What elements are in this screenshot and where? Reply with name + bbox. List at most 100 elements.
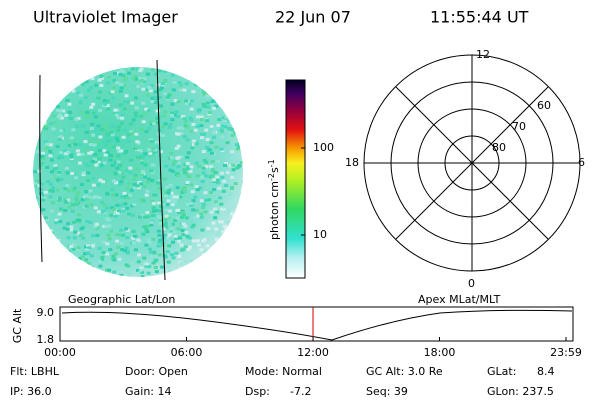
- image-pixel: [177, 255, 182, 258]
- image-pixel: [175, 208, 180, 212]
- image-pixel: [188, 245, 192, 249]
- image-pixel: [92, 157, 97, 161]
- image-pixel: [230, 133, 235, 137]
- image-pixel: [193, 128, 198, 132]
- image-pixel: [182, 237, 187, 241]
- image-pixel: [140, 270, 145, 274]
- image-pixel: [157, 240, 162, 244]
- image-pixel: [131, 118, 136, 122]
- image-pixel: [142, 256, 147, 260]
- image-pixel: [64, 113, 69, 117]
- image-pixel: [156, 83, 161, 87]
- image-pixel: [181, 210, 186, 214]
- image-pixel: [146, 72, 151, 76]
- image-pixel: [115, 166, 120, 170]
- image-pixel: [238, 218, 243, 221]
- image-pixel: [70, 172, 75, 175]
- image-pixel: [229, 118, 234, 122]
- image-pixel: [217, 243, 222, 247]
- image-pixel: [91, 183, 96, 187]
- image-pixel: [33, 205, 38, 209]
- image-pixel: [153, 148, 158, 152]
- image-pixel: [205, 87, 210, 90]
- image-pixel: [153, 259, 158, 263]
- image-pixel: [150, 100, 155, 104]
- image-pixel: [215, 97, 219, 101]
- image-pixel: [150, 214, 155, 217]
- image-pixel: [228, 67, 233, 71]
- image-pixel: [127, 273, 132, 277]
- image-pixel: [53, 264, 58, 268]
- image-pixel: [104, 224, 109, 228]
- image-pixel: [205, 94, 210, 98]
- image-pixel: [135, 167, 140, 171]
- image-pixel: [149, 169, 154, 173]
- image-pixel: [50, 94, 55, 98]
- image-pixel: [173, 219, 177, 223]
- image-pixel: [214, 200, 219, 204]
- image-pixel: [177, 161, 182, 165]
- image-pixel: [133, 74, 138, 78]
- image-pixel: [66, 67, 71, 71]
- image-pixel: [163, 255, 168, 259]
- image-pixel: [149, 140, 154, 143]
- image-pixel: [115, 211, 120, 215]
- image-pixel: [59, 151, 64, 155]
- image-pixel: [48, 111, 53, 114]
- image-pixel: [57, 171, 62, 174]
- image-pixel: [228, 127, 233, 131]
- image-pixel: [125, 169, 129, 173]
- image-pixel: [33, 245, 38, 249]
- image-pixel: [203, 69, 208, 73]
- image-pixel: [237, 222, 242, 226]
- image-pixel: [227, 223, 232, 227]
- image-pixel: [237, 126, 242, 130]
- image-pixel: [98, 109, 103, 112]
- image-pixel: [110, 206, 115, 210]
- image-pixel: [84, 162, 89, 166]
- image-pixel: [67, 144, 72, 147]
- image-pixel: [114, 160, 118, 164]
- image-pixel: [218, 81, 223, 85]
- image-pixel: [119, 273, 124, 277]
- image-pixel: [195, 188, 200, 192]
- image-pixel: [51, 114, 56, 118]
- image-pixel: [120, 241, 124, 245]
- status-field: Gain: 14: [125, 385, 172, 398]
- image-pixel: [45, 146, 50, 150]
- colorbar-tick-label: 10: [313, 228, 327, 241]
- x-tick-label: 18:00: [424, 346, 456, 359]
- image-pixel: [176, 239, 181, 243]
- image-pixel: [151, 237, 156, 241]
- image-pixel: [238, 216, 243, 220]
- image-pixel: [237, 145, 242, 149]
- image-pixel: [74, 194, 79, 198]
- image-pixel: [69, 117, 73, 120]
- image-pixel: [65, 184, 70, 188]
- image-pixel: [239, 237, 243, 241]
- image-pixel: [45, 218, 49, 222]
- image-pixel: [76, 78, 81, 82]
- image-pixel: [185, 162, 190, 165]
- image-pixel: [57, 88, 62, 92]
- image-pixel: [105, 242, 110, 246]
- image-pixel: [226, 67, 231, 71]
- image-pixel: [102, 203, 107, 207]
- image-pixel: [171, 169, 175, 173]
- image-pixel: [227, 256, 232, 260]
- image-pixel: [175, 132, 180, 136]
- image-pixel: [240, 192, 243, 196]
- image-pixel: [230, 186, 234, 190]
- image-pixel: [222, 80, 227, 84]
- image-pixel: [130, 101, 135, 105]
- image-pixel: [160, 265, 165, 269]
- image-pixel: [204, 174, 209, 178]
- image-pixel: [36, 245, 41, 249]
- image-pixel: [234, 111, 239, 114]
- image-pixel: [96, 210, 101, 214]
- image-pixel: [92, 143, 97, 147]
- image-pixel: [209, 151, 214, 155]
- image-pixel: [111, 96, 116, 100]
- image-pixel: [103, 153, 108, 157]
- image-pixel: [170, 227, 175, 231]
